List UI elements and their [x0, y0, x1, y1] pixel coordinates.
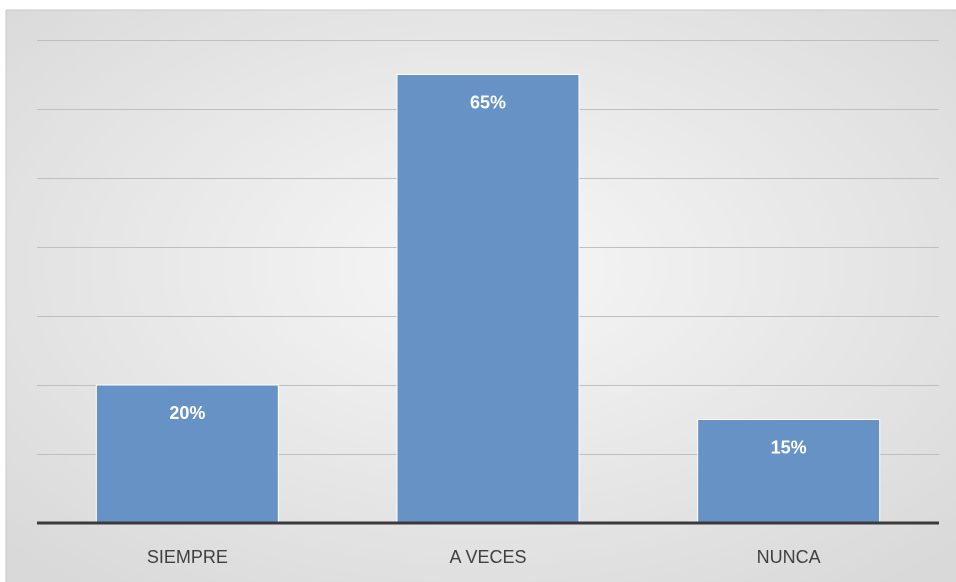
- data-label-nunca: 15%: [771, 438, 807, 458]
- x-tick-label-a-veces: A VECES: [449, 547, 526, 567]
- x-tick-label-siempre: SIEMPRE: [147, 547, 228, 567]
- bars: [95, 74, 881, 524]
- bar-siempre: [95, 384, 279, 524]
- bar-a-veces: [396, 74, 580, 524]
- data-label-a-veces: 65%: [470, 93, 506, 113]
- x-tick-label-nunca: NUNCA: [757, 547, 821, 567]
- labels: 20% SIEMPRE 65% A VECES 15% NUNCA: [147, 93, 821, 568]
- bar-nunca: [697, 419, 881, 524]
- data-label-siempre: 20%: [169, 403, 205, 423]
